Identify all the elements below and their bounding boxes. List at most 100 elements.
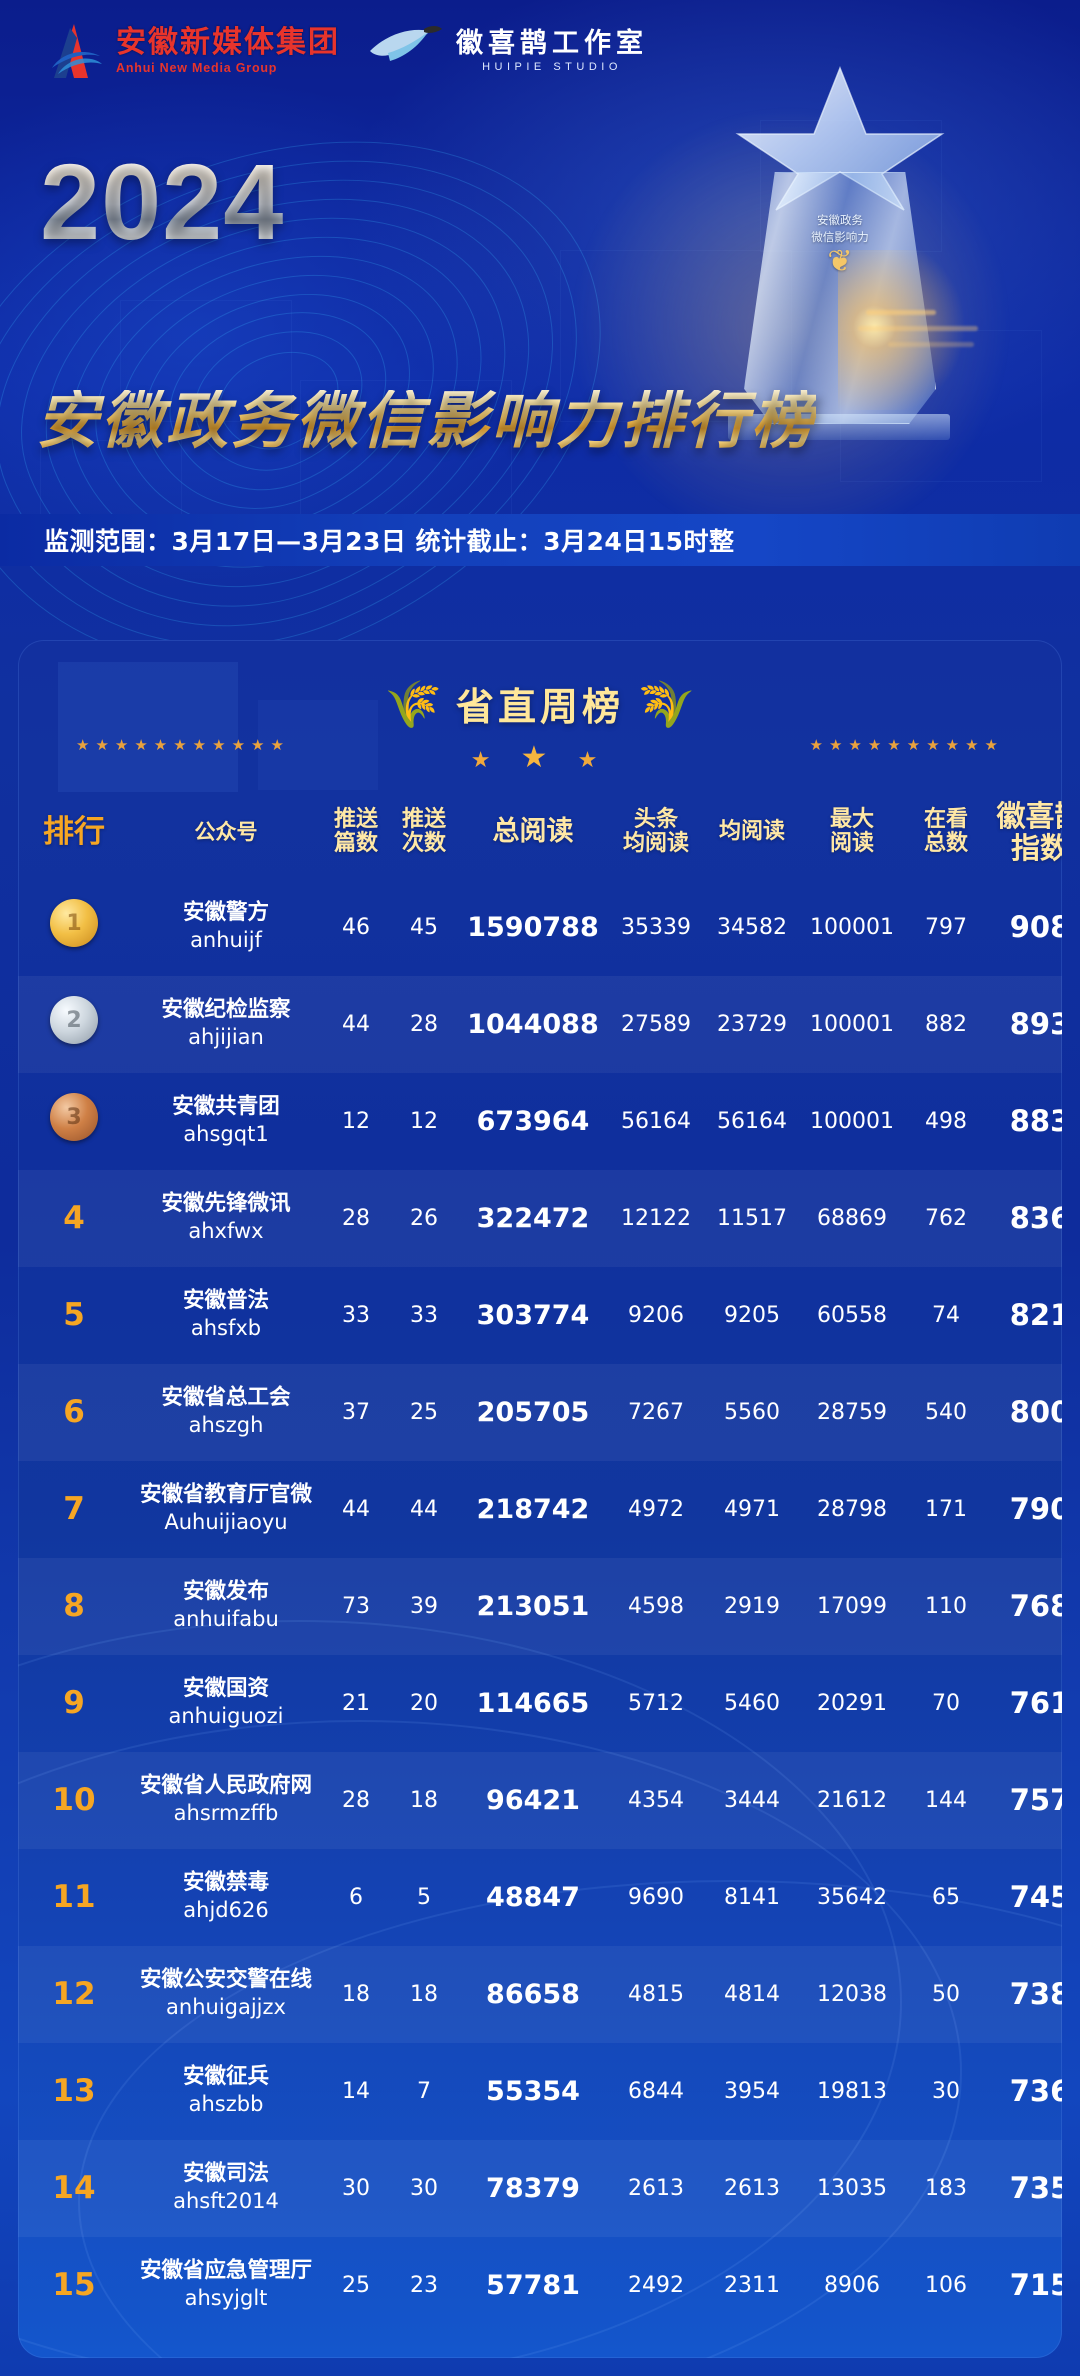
cell-index: 735 [1009,2171,1062,2206]
cell-avg-read: 5560 [724,1399,780,1425]
ranking-card: 🌾 省直周榜 🌾 ★★★★★★★★★★★ ★★★★★★★★★★ ★ ★ ★ 排行… [18,640,1062,2358]
table-row: 14 安徽司法 ahsft2014 30 30 78379 2613 2613 13035 183… [18,2139,1062,2237]
account-id: ahszbb [188,2092,264,2117]
cell-total-read: 114665 [476,1687,590,1719]
account-name-cn: 安徽省总工会 [161,1385,291,1411]
anmg-name-cn: 安徽新媒体集团 [116,24,340,60]
cell-index: 836 [1009,1201,1062,1236]
cell-account: 安徽禁毒 ahjd626 [130,1849,322,1946]
cell-account: 安徽纪检监察 ahjijian [130,976,322,1073]
account-id: ahjd626 [183,1898,269,1923]
cell-rank: 15 [52,2267,96,2304]
account-id: anhuiguozi [168,1704,284,1729]
cell-push-articles: 44 [342,1011,370,1037]
cell-account: 安徽征兵 ahszbb [130,2043,322,2140]
cell-top-avg-read: 4354 [628,1787,684,1813]
cell-index: 736 [1009,2074,1062,2109]
account-id: ahxfwx [188,1219,264,1244]
th-push-articles: 推送 篇数 [333,806,378,857]
date-range-bar: 监测范围：3月17日—3月23日 统计截止：3月24日15时整 [0,514,1080,566]
cell-account: 安徽国资 anhuiguozi [130,1655,322,1752]
cell-likes: 65 [932,1884,960,1910]
th-avg-read: 均阅读 [718,819,785,845]
table-row: 9 安徽国资 anhuiguozi 21 20 114665 5712 5460 20291 70… [18,1655,1062,1752]
account-name-cn: 安徽省人民政府网 [139,1773,312,1799]
cell-push-times: 7 [417,2078,431,2104]
table-row: 7 安徽省教育厅官微 Auhuijiaoyu 44 44 218742 4972 4971 28… [18,1461,1062,1558]
account-id: anhuifabu [173,1607,279,1632]
table-row: 5 安徽普法 ahsfxb 33 33 303774 9206 9205 60558 74 821 [18,1267,1062,1364]
cell-top-avg-read: 9206 [628,1302,684,1328]
account-name-cn: 安徽省教育厅官微 [139,1482,312,1508]
cell-rank: 7 [63,1491,85,1528]
cell-likes: 110 [925,1593,967,1619]
cell-likes: 30 [932,2078,960,2104]
cell-total-read: 48847 [486,1881,580,1913]
cell-avg-read: 56164 [717,1108,787,1134]
cell-likes: 144 [925,1787,967,1813]
cell-likes: 70 [932,1690,960,1716]
laurel-right-icon: 🌾 [638,677,696,730]
cell-push-times: 33 [410,1302,438,1328]
table-row: 3 安徽共青团 ahsgqt1 12 12 673964 56164 56164 100001 4… [18,1073,1062,1170]
cell-likes: 498 [925,1108,967,1134]
cell-avg-read: 3444 [724,1787,780,1813]
cell-max-read: 8906 [824,2272,880,2298]
trophy-light-burst [838,250,1080,410]
cell-account: 安徽共青团 ahsgqt1 [130,1073,322,1170]
cell-index: 757 [1009,1783,1062,1818]
cell-push-articles: 28 [342,1205,370,1231]
account-name-cn: 安徽共青团 [172,1094,280,1120]
cell-account: 安徽先锋微讯 ahxfwx [130,1170,322,1267]
cell-push-articles: 21 [342,1690,370,1716]
account-name-cn: 安徽先锋微讯 [161,1191,291,1217]
table-row: 10 安徽省人民政府网 ahsrmzffb 28 18 96421 4354 3444 2161… [18,1751,1062,1849]
cell-rank: 1 [18,879,130,976]
card-decoration [18,640,1062,2358]
cell-likes: 106 [925,2272,967,2298]
cell-rank: 5 [63,1297,85,1334]
cell-total-read: 96421 [486,1784,580,1816]
cell-account: 安徽司法 ahsft2014 [130,2140,322,2237]
cell-index: 883 [1009,1104,1062,1139]
th-total-read: 总阅读 [492,816,574,848]
cell-top-avg-read: 2492 [628,2272,684,2298]
cell-account: 安徽省总工会 ahszgh [130,1364,322,1461]
cell-total-read: 303774 [476,1299,590,1331]
cell-rank: 10 [52,1782,96,1819]
cell-index: 800 [1009,1395,1062,1430]
cell-top-avg-read: 27589 [621,1011,691,1037]
cell-top-avg-read: 2613 [628,2175,684,2201]
cell-likes: 74 [932,1302,960,1328]
trophy-light-rays [858,300,1080,360]
cell-push-articles: 37 [342,1399,370,1425]
ranking-table: 排行 公众号 推送 篇数 推送 次数 总阅读 头条 均阅读 均阅读 最大 阅读 在看 总数… [18,790,1062,2334]
account-id: ahsyjglt [184,2286,268,2311]
cell-max-read: 100001 [810,1108,894,1134]
th-account: 公众号 [194,819,258,844]
cell-top-avg-read: 12122 [621,1205,691,1231]
cell-account: 安徽公安交警在线 anhuigajjzx [130,1946,322,2043]
th-rank: 排行 [43,814,105,851]
table-header-row: 排行 公众号 推送 篇数 推送 次数 总阅读 头条 均阅读 均阅读 最大 阅读 在看 总数… [18,790,1062,879]
th-index: 徽喜鹊指数 [996,799,1062,866]
cell-index: 745 [1009,1880,1062,1915]
cell-top-avg-read: 4598 [628,1593,684,1619]
cell-rank: 6 [63,1394,85,1431]
cell-rank: 8 [63,1588,85,1625]
cell-max-read: 100001 [810,914,894,940]
cell-push-times: 12 [410,1108,438,1134]
cell-index: 821 [1009,1298,1062,1333]
huipie-name-cn: 徽喜鹊工作室 [456,27,648,59]
account-name-cn: 安徽国资 [182,1676,269,1702]
anhui-new-media-group-logo: 安徽新媒体集团 Anhui New Media Group [44,22,340,80]
th-max-read: 最大 阅读 [829,806,874,857]
account-id: ahjijian [188,1025,264,1050]
medal-bronze-icon: 3 [50,1093,98,1142]
date-range-text: 监测范围：3月17日—3月23日 统计截止：3月24日15时整 [44,527,735,556]
anmg-mark-icon [44,22,108,80]
cell-push-times: 44 [410,1496,438,1522]
cell-rank: 14 [52,2170,96,2207]
account-id: anhuigajjzx [166,1995,286,2020]
